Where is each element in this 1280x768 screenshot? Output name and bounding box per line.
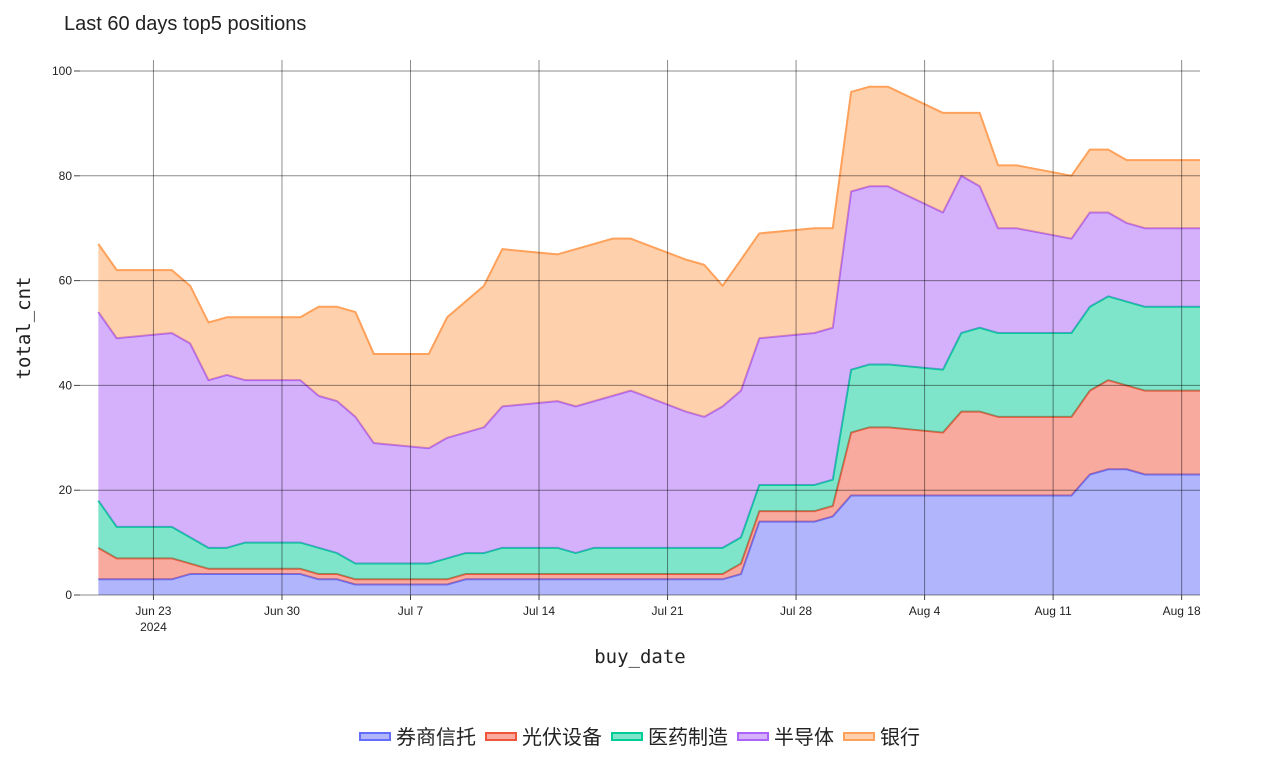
- plot-areas: [97, 85, 1201, 595]
- legend-label: 银行: [880, 725, 920, 749]
- legend-item[interactable]: 半导体: [737, 725, 834, 749]
- legend-swatch: [737, 732, 769, 741]
- y-axis-title: total_cnt: [13, 277, 35, 380]
- x-tick-label: Aug 4: [909, 604, 941, 618]
- grid-lines: [80, 60, 1200, 596]
- y-tick-label: 0: [65, 588, 72, 602]
- x-tick-sublabel: 2024: [140, 620, 167, 634]
- x-axis: Jun 23 2024 Jun 30 Jul 7 Jul 14 Jul 21 Jul 28 A…: [135, 595, 1201, 634]
- legend: 券商信托 光伏设备 医药制造 半导体 银行: [359, 725, 920, 749]
- x-axis-title: buy_date: [594, 646, 686, 668]
- legend-item[interactable]: 光伏设备: [485, 725, 602, 749]
- x-tick-label: Jun 30: [264, 604, 300, 618]
- legend-item[interactable]: 银行: [843, 725, 920, 749]
- x-tick-label: Jul 7: [398, 604, 424, 618]
- y-tick-label: 20: [59, 483, 73, 497]
- legend-label: 券商信托: [396, 725, 476, 749]
- legend-label: 半导体: [774, 725, 834, 749]
- x-tick-label: Jul 14: [523, 604, 555, 618]
- x-tick-label: Jul 28: [780, 604, 812, 618]
- legend-item[interactable]: 医药制造: [611, 725, 728, 749]
- x-tick-label: Jun 23: [135, 604, 171, 618]
- legend-swatch: [485, 732, 517, 741]
- series-0-area: [98, 469, 1201, 595]
- x-tick-label: Aug 18: [1163, 604, 1201, 618]
- y-tick-label: 40: [59, 378, 73, 392]
- legend-label: 医药制造: [648, 725, 728, 749]
- y-axis: 0 20 40 60 80 100: [52, 64, 80, 602]
- x-tick-label: Jul 21: [652, 604, 684, 618]
- legend-swatch: [359, 732, 391, 741]
- legend-item[interactable]: 券商信托: [359, 725, 476, 749]
- x-tick-label: Aug 11: [1035, 604, 1072, 618]
- chart-title: Last 60 days top5 positions: [64, 13, 306, 35]
- series-4-area: [98, 86, 1201, 449]
- series-3-area: [98, 175, 1201, 564]
- y-tick-label: 100: [52, 64, 72, 78]
- legend-swatch: [611, 732, 643, 741]
- legend-label: 光伏设备: [522, 725, 602, 749]
- y-tick-label: 80: [59, 169, 73, 183]
- series-4-line: [97, 85, 1200, 355]
- legend-swatch: [843, 732, 875, 741]
- series-2-area: [98, 296, 1201, 580]
- y-tick-label: 60: [59, 274, 73, 288]
